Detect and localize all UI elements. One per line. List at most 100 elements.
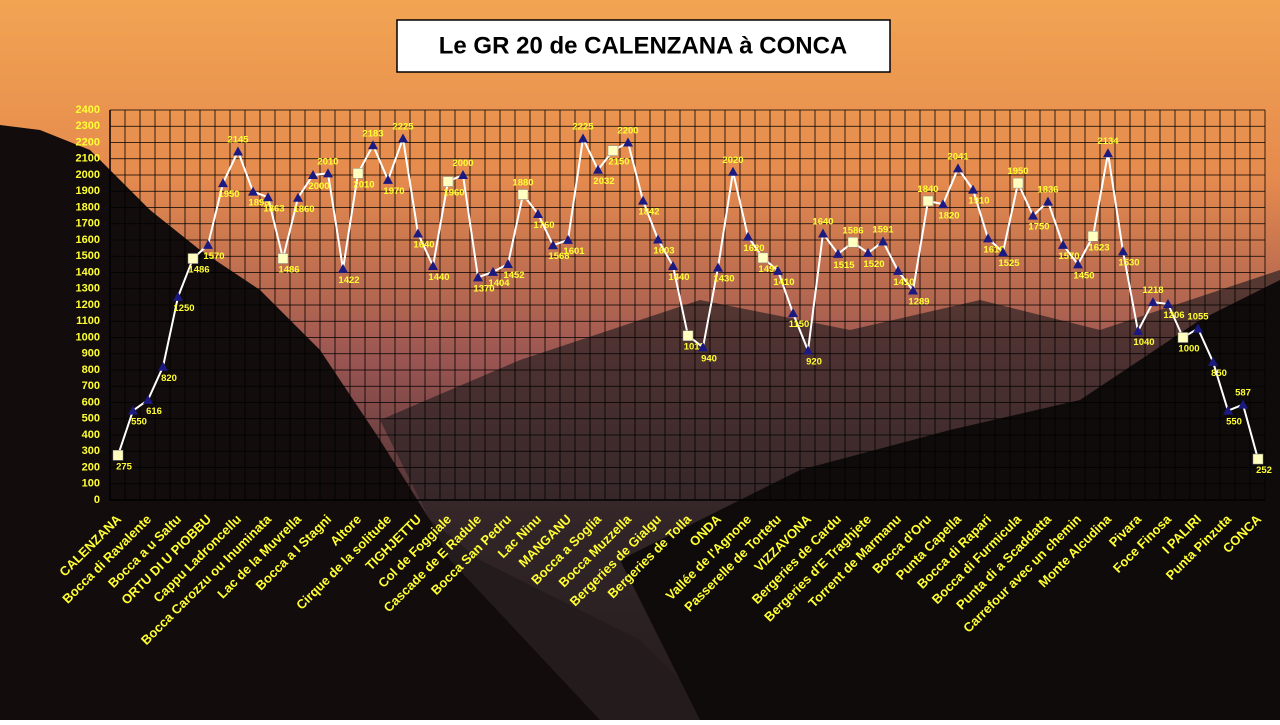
triangle-marker: [1193, 323, 1203, 333]
square-marker: [1177, 332, 1189, 343]
triangle-marker: [1058, 239, 1068, 249]
triangle-marker: [533, 209, 543, 218]
value-label: 1218: [1142, 285, 1163, 296]
triangle-marker: [248, 186, 258, 196]
title-box: [396, 19, 891, 73]
value-label: 2000: [308, 181, 329, 192]
y-tick-label: 1000: [76, 331, 100, 343]
triangle-marker: [413, 228, 423, 238]
triangle-marker: [548, 240, 558, 250]
y-tick-label: 2200: [76, 136, 100, 148]
value-label: 1530: [1118, 257, 1139, 268]
triangle-marker: [293, 192, 303, 202]
value-label: 1055: [1187, 312, 1209, 323]
value-label: 1950: [218, 189, 239, 200]
y-tick-label: 100: [82, 478, 100, 490]
square-marker: [352, 168, 364, 179]
triangle-marker: [203, 239, 213, 249]
y-tick-label: 1500: [76, 250, 100, 262]
value-label: 1880: [512, 178, 533, 189]
triangle-marker: [1103, 148, 1113, 158]
y-tick-label: 2400: [76, 104, 100, 116]
y-tick-label: 1200: [76, 299, 100, 311]
triangle-marker: [308, 170, 318, 179]
y-tick-label: 1400: [76, 266, 100, 278]
value-label: 2200: [617, 126, 638, 137]
y-tick-label: 500: [82, 413, 100, 425]
triangle-marker: [863, 248, 873, 257]
value-label: 275: [116, 461, 133, 472]
value-label: 1840: [917, 184, 938, 195]
triangle-marker: [878, 236, 888, 246]
y-tick-label: 2000: [76, 169, 100, 181]
value-label: 1011: [684, 342, 705, 353]
triangle-marker: [263, 192, 273, 202]
triangle-marker: [563, 234, 573, 244]
value-label: 1570: [203, 251, 224, 262]
y-tick-label: 900: [82, 348, 100, 360]
y-tick-label: 300: [82, 445, 100, 457]
value-label: 1410: [893, 277, 914, 288]
value-label: 2020: [722, 155, 743, 166]
y-tick-label: 200: [82, 461, 100, 473]
triangle-marker: [323, 168, 333, 178]
value-label: 1422: [338, 275, 359, 286]
triangle-marker: [503, 259, 513, 269]
triangle-marker: [893, 265, 903, 275]
triangle-marker: [833, 248, 843, 258]
value-label: 1760: [533, 220, 554, 231]
y-tick-label: 1700: [76, 218, 100, 230]
triangle-marker: [968, 184, 978, 194]
value-label: 1404: [488, 278, 510, 289]
value-label: 1898: [248, 198, 269, 209]
y-tick-label: 1800: [76, 201, 100, 213]
value-label: 2010: [317, 156, 338, 167]
square-marker: [757, 252, 769, 264]
value-label: 2225: [572, 121, 594, 132]
value-label: 1836: [1037, 185, 1058, 196]
square-marker: [922, 195, 934, 207]
triangle-marker: [398, 133, 408, 143]
square-marker: [442, 176, 454, 187]
value-label: 820: [161, 373, 177, 384]
y-tick-label: 1300: [76, 283, 100, 295]
triangle-marker: [998, 247, 1008, 257]
triangle-marker: [1148, 297, 1158, 307]
triangle-marker: [788, 308, 798, 318]
value-label: 2010: [353, 179, 374, 190]
triangle-marker: [908, 285, 918, 295]
mountain-left: [0, 125, 720, 720]
value-label: 1486: [188, 265, 209, 276]
square-marker: [847, 237, 859, 248]
triangle-marker: [368, 140, 378, 150]
triangle-marker: [818, 228, 828, 238]
triangle-marker: [473, 272, 483, 282]
value-label: 1206: [1163, 310, 1184, 321]
value-label: 1040: [1133, 337, 1154, 348]
y-tick-label: 700: [82, 380, 100, 392]
triangle-marker: [158, 361, 168, 371]
value-label: 1591: [872, 224, 894, 235]
square-marker: [1012, 177, 1024, 189]
triangle-marker: [983, 233, 993, 243]
value-label: 2150: [608, 157, 629, 168]
value-label: 1970: [383, 186, 404, 197]
value-label: 940: [701, 353, 717, 364]
value-label: 1568: [548, 251, 569, 262]
value-label: 1586: [842, 225, 863, 236]
triangle-marker: [143, 394, 153, 404]
value-label: 1440: [428, 272, 449, 283]
triangle-marker: [233, 146, 243, 156]
triangle-marker: [728, 166, 738, 176]
value-label: 1750: [1028, 222, 1049, 233]
triangle-marker: [173, 291, 183, 301]
value-label: 1601: [563, 246, 585, 257]
value-label: 1525: [998, 258, 1020, 269]
triangle-marker: [638, 195, 648, 205]
value-label: 1950: [1007, 166, 1028, 177]
value-label: 587: [1235, 388, 1251, 399]
value-label: 2032: [593, 176, 614, 187]
triangle-marker: [1073, 259, 1083, 269]
